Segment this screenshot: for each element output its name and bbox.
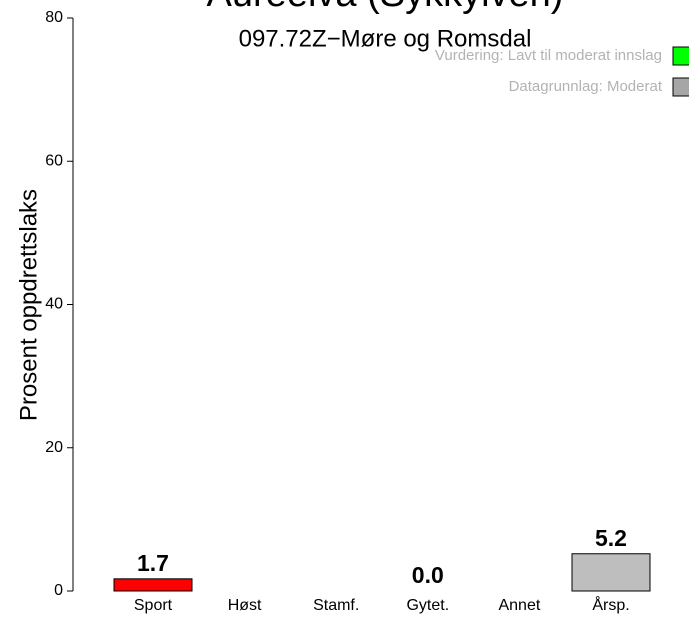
data-label: 0.0 <box>412 562 444 588</box>
x-tick-label: Årsp. <box>592 595 629 614</box>
legend-label: Vurdering: Lavt til moderat innslag <box>435 47 662 64</box>
chart-title: Aureelva (Sykkylven) <box>207 0 564 15</box>
bar <box>571 553 651 592</box>
data-label: 1.7 <box>137 550 169 576</box>
y-tick-label: 40 <box>45 296 63 313</box>
x-tick-label: Sport <box>134 597 173 614</box>
legend-swatch <box>672 77 689 97</box>
chart-subtitle: 097.72Z−Møre og Romsdal <box>239 25 532 52</box>
legend-swatch <box>672 46 689 66</box>
y-tick-label: 60 <box>45 152 63 169</box>
x-tick-label: Høst <box>228 597 262 614</box>
x-tick-label: Annet <box>498 597 540 614</box>
legend-label: Datagrunnlag: Moderat <box>509 78 663 95</box>
y-tick-label: 20 <box>45 439 63 456</box>
y-axis-label: Prosent oppdrettslaks <box>15 189 42 421</box>
y-tick-label: 80 <box>45 9 63 26</box>
x-tick-label: Gytet. <box>406 597 449 614</box>
x-tick-label: Stamf. <box>313 597 359 614</box>
data-label: 5.2 <box>595 525 627 551</box>
bar <box>113 578 193 592</box>
y-tick-label: 0 <box>54 582 63 599</box>
